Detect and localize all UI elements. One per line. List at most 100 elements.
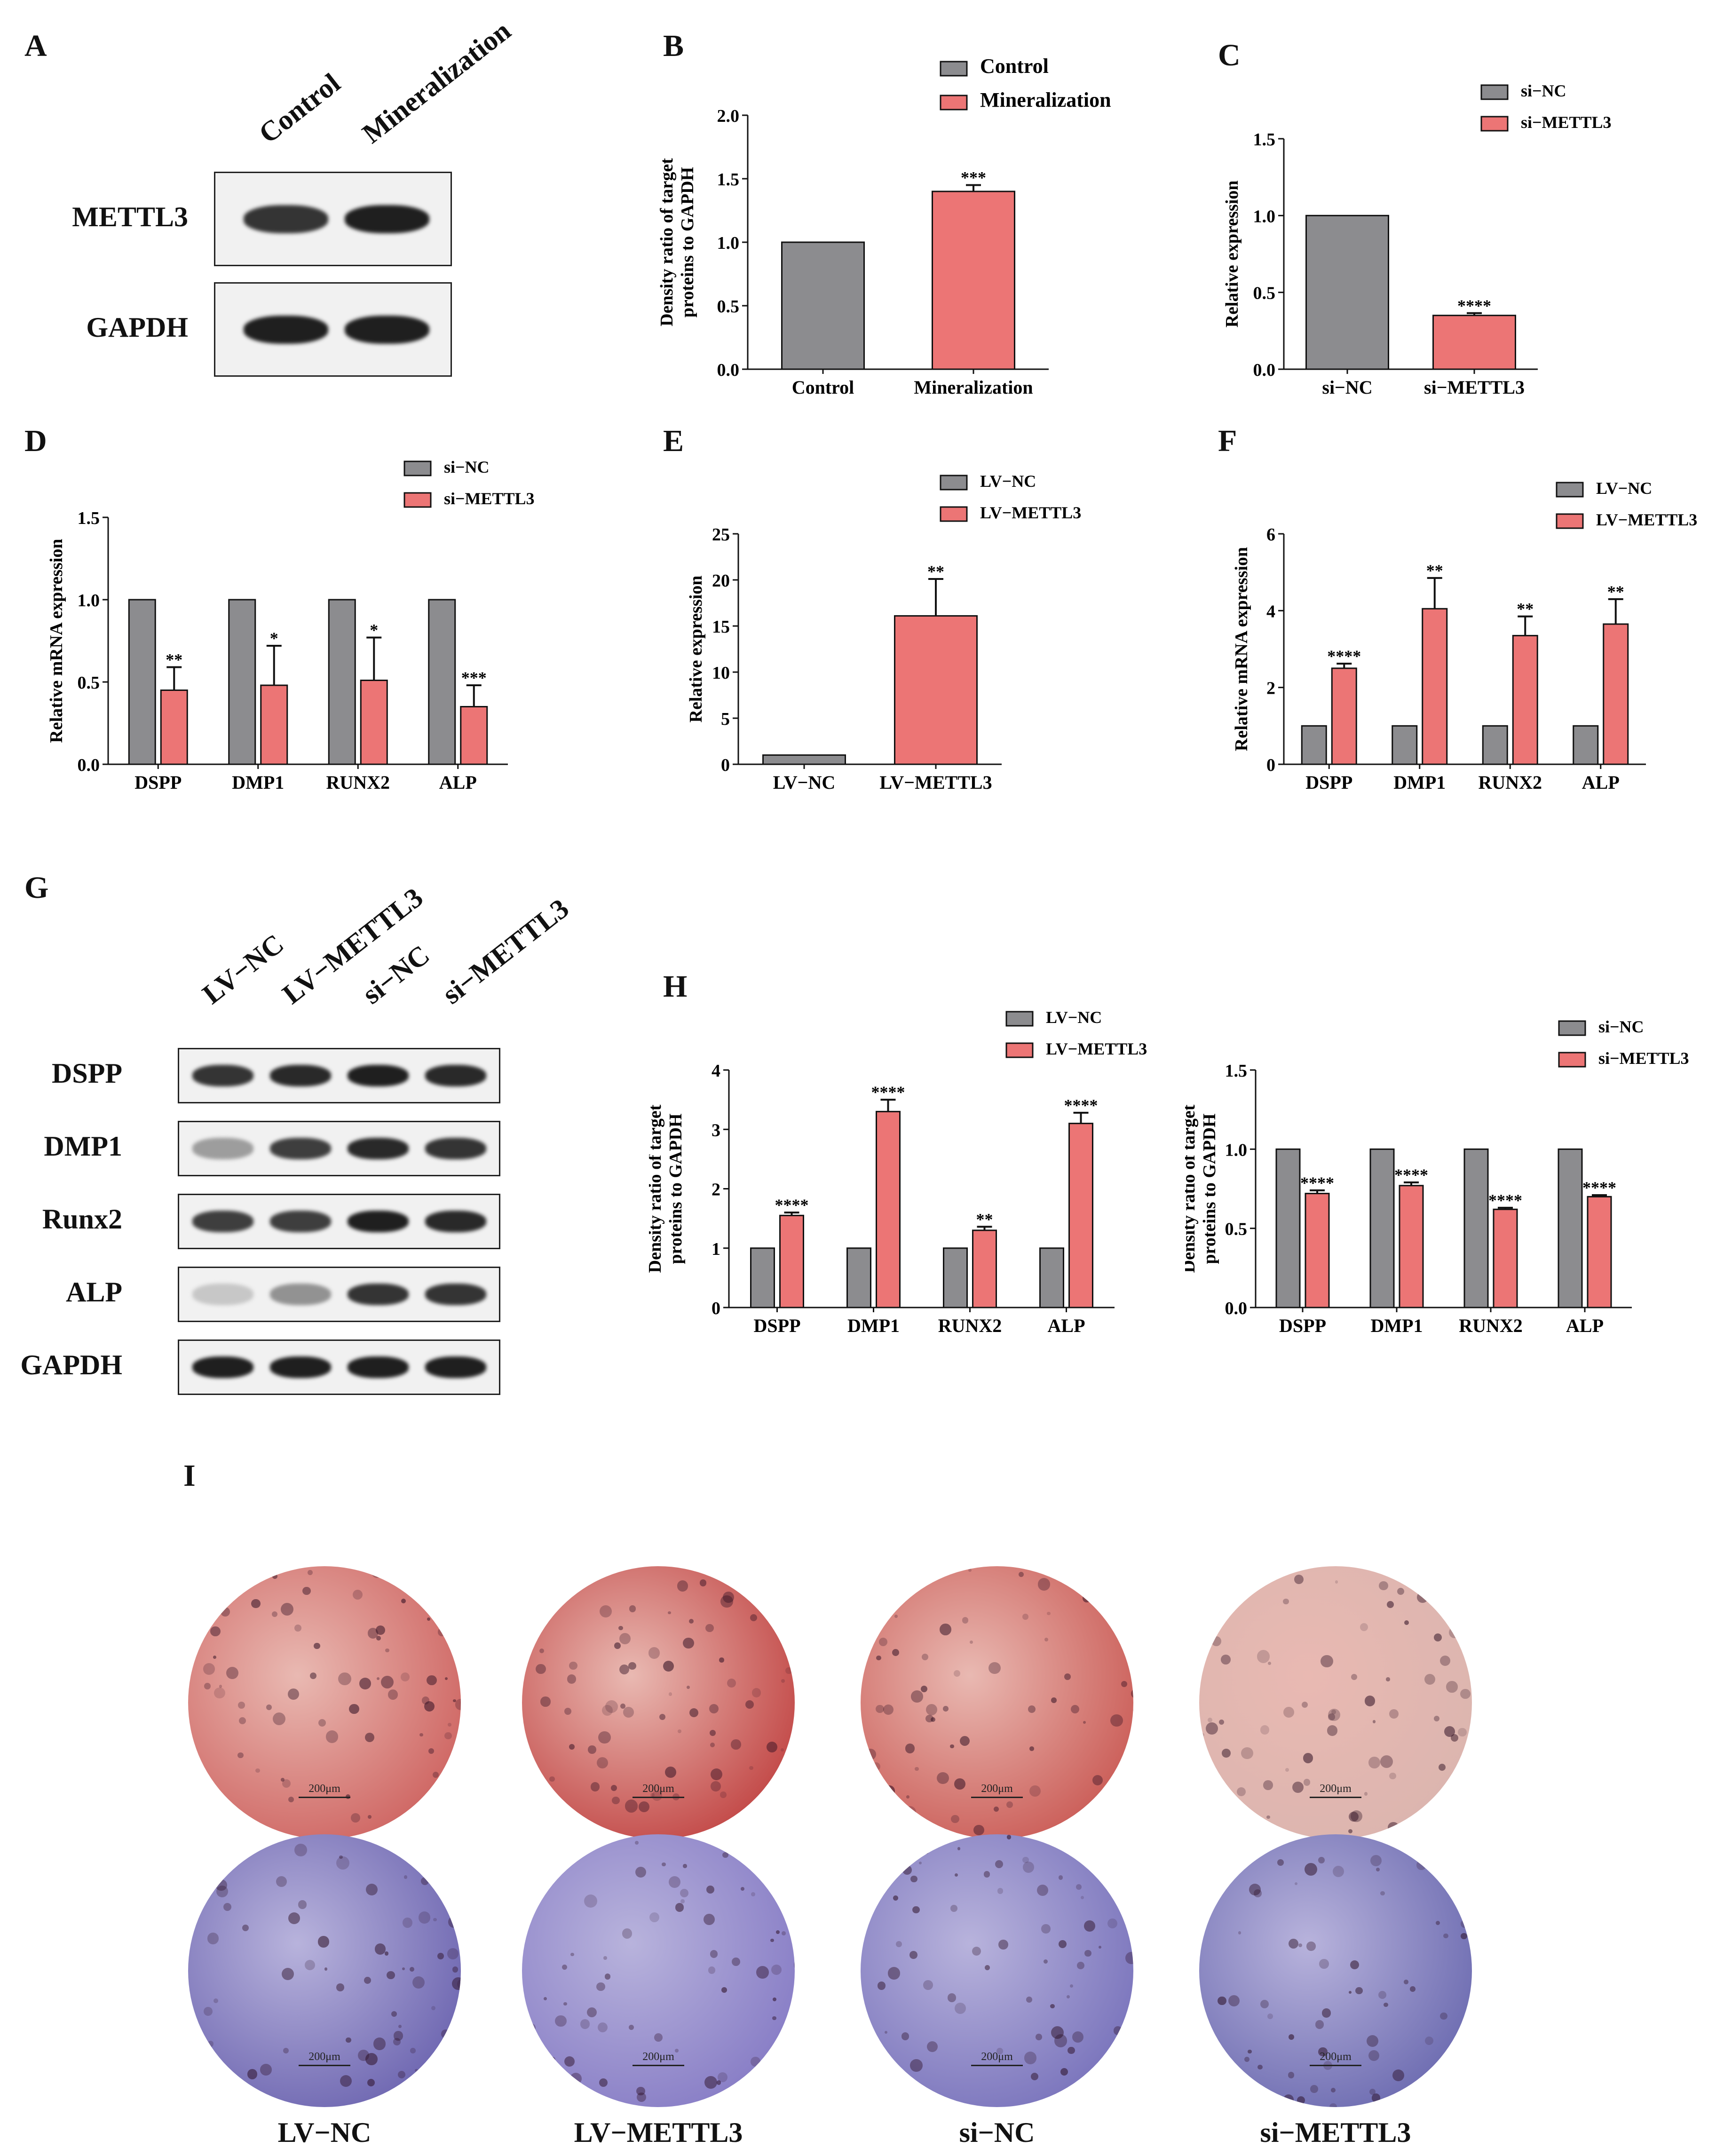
y-tick-label: 3 <box>712 1120 720 1140</box>
stain-spot <box>940 1624 951 1635</box>
stain-spot <box>683 1638 694 1649</box>
legend-swatch <box>1480 116 1509 132</box>
scale-bar-label: 200μm <box>308 2051 340 2063</box>
stain-spot <box>884 1785 895 1797</box>
stain-spot <box>984 1965 990 1971</box>
stain-spot <box>942 1706 949 1712</box>
stain-spot <box>1283 1706 1294 1718</box>
stain-spot <box>288 1796 294 1803</box>
stain-spot <box>954 1778 965 1790</box>
bar <box>1587 1196 1612 1308</box>
stain-spot <box>719 2104 726 2107</box>
stain-spot <box>598 1731 611 1744</box>
stain-spot <box>1371 2093 1381 2102</box>
stain-spot <box>1107 1918 1118 1928</box>
y-tick-label: 10 <box>712 663 730 683</box>
stain-spot <box>614 1642 621 1649</box>
stain-spot <box>1051 2026 1064 2039</box>
stain-spot <box>1037 1578 1050 1591</box>
y-tick-label: 0.5 <box>1225 1220 1248 1239</box>
stain-spot <box>393 2031 403 2041</box>
protein-band <box>244 205 328 233</box>
bar <box>1432 315 1516 370</box>
stain-spot <box>628 1662 636 1670</box>
stain-spot <box>1469 1904 1472 1912</box>
stain-spot <box>1201 1793 1213 1805</box>
protein-band <box>348 1356 409 1378</box>
stain-spot <box>705 1624 714 1633</box>
stain-spot <box>938 1828 949 1839</box>
x-tick-label: LV−NC <box>773 772 835 793</box>
stain-spot <box>1061 1842 1068 1849</box>
stain-spot <box>1250 1841 1256 1847</box>
stain-spot <box>439 1585 451 1598</box>
stain-spot <box>663 1660 674 1672</box>
stain-spot <box>735 1847 743 1855</box>
stain-spot <box>580 2019 590 2029</box>
protein-band <box>192 1138 253 1159</box>
stain-spot <box>887 2076 891 2081</box>
stain-spot <box>448 1916 460 1928</box>
blot-row-label: DSPP <box>52 1058 122 1089</box>
stain-spot <box>1066 1995 1070 1999</box>
x-tick-label: RUNX2 <box>938 1315 1002 1336</box>
stain-spot <box>1350 1960 1360 1970</box>
legend-label: si−NC <box>1598 1017 1644 1036</box>
stain-spot <box>954 2002 966 2014</box>
x-tick-label: DMP1 <box>1393 772 1446 793</box>
stain-spot <box>968 1569 972 1572</box>
chart-f: 0 2 4 6 Relative mRNA expression DSPP DMP1 RUNX… <box>1232 479 1697 793</box>
stain-spot <box>1031 2072 1039 2080</box>
stain-spot <box>1378 1991 1386 1999</box>
stain-spot <box>950 1905 957 1912</box>
stain-spot <box>1119 1775 1127 1783</box>
blot-membrane <box>178 1267 500 1322</box>
y-axis-label-line: Density ratio of target <box>657 158 677 326</box>
bar <box>750 1247 775 1308</box>
stain-spot <box>282 1779 291 1788</box>
stain-spot <box>213 1656 216 1659</box>
stain-spot <box>232 1589 235 1593</box>
stain-spot <box>1438 1764 1446 1771</box>
stain-spot <box>619 1837 628 1839</box>
stain-spot <box>336 1856 350 1870</box>
stain-spot <box>214 1687 225 1698</box>
y-axis-label: Density ratio of target proteins to GAPDH <box>1185 1104 1219 1273</box>
legend-label: LV−METTL3 <box>980 503 1081 522</box>
stain-spot <box>570 1952 574 1956</box>
stain-spot <box>1026 1996 1033 2003</box>
stain-spot <box>652 1790 663 1801</box>
stain-spot <box>215 1879 227 1891</box>
stain-spot <box>309 1672 317 1680</box>
y-tick-label: 1.0 <box>1253 206 1276 226</box>
stain-spot <box>1241 1747 1253 1760</box>
stain-spot <box>757 1849 760 1853</box>
stain-spot <box>1328 1709 1340 1721</box>
bar <box>1369 1148 1395 1308</box>
stain-spot <box>1335 1580 1338 1584</box>
stain-spot <box>325 1730 339 1743</box>
blot-row-label: GAPDH <box>86 311 188 343</box>
stain-spot <box>391 2011 397 2017</box>
stain-spot <box>1305 1863 1318 1876</box>
significance-label: **** <box>1394 1165 1428 1184</box>
x-tick-label: ALP <box>439 772 477 793</box>
stain-spot <box>401 1672 410 1682</box>
stain-spot <box>241 2100 251 2107</box>
stain-spot <box>1330 2088 1336 2093</box>
stain-spot <box>895 1941 902 1947</box>
protein-band <box>270 1211 331 1232</box>
stain-spot <box>1348 1811 1359 1822</box>
stain-spot <box>1257 1650 1270 1663</box>
x-tick-label: ALP <box>1048 1315 1085 1336</box>
x-tick-label: DSPP <box>1279 1315 1326 1336</box>
stain-spot <box>1438 1578 1448 1588</box>
stain-spot <box>1263 1780 1273 1790</box>
stain-spot <box>1218 1996 1226 2005</box>
stain-spot <box>878 1637 888 1647</box>
stain-spot <box>219 1685 222 1688</box>
well-group-label: si−NC <box>959 2117 1035 2148</box>
scale-bar <box>1310 1797 1361 1798</box>
significance-label: **** <box>1488 1191 1522 1210</box>
staining-wells: 200μm 200μm LV−NC 200μm 200μm LV−METTL3 200μm 2… <box>0 1529 1716 2156</box>
